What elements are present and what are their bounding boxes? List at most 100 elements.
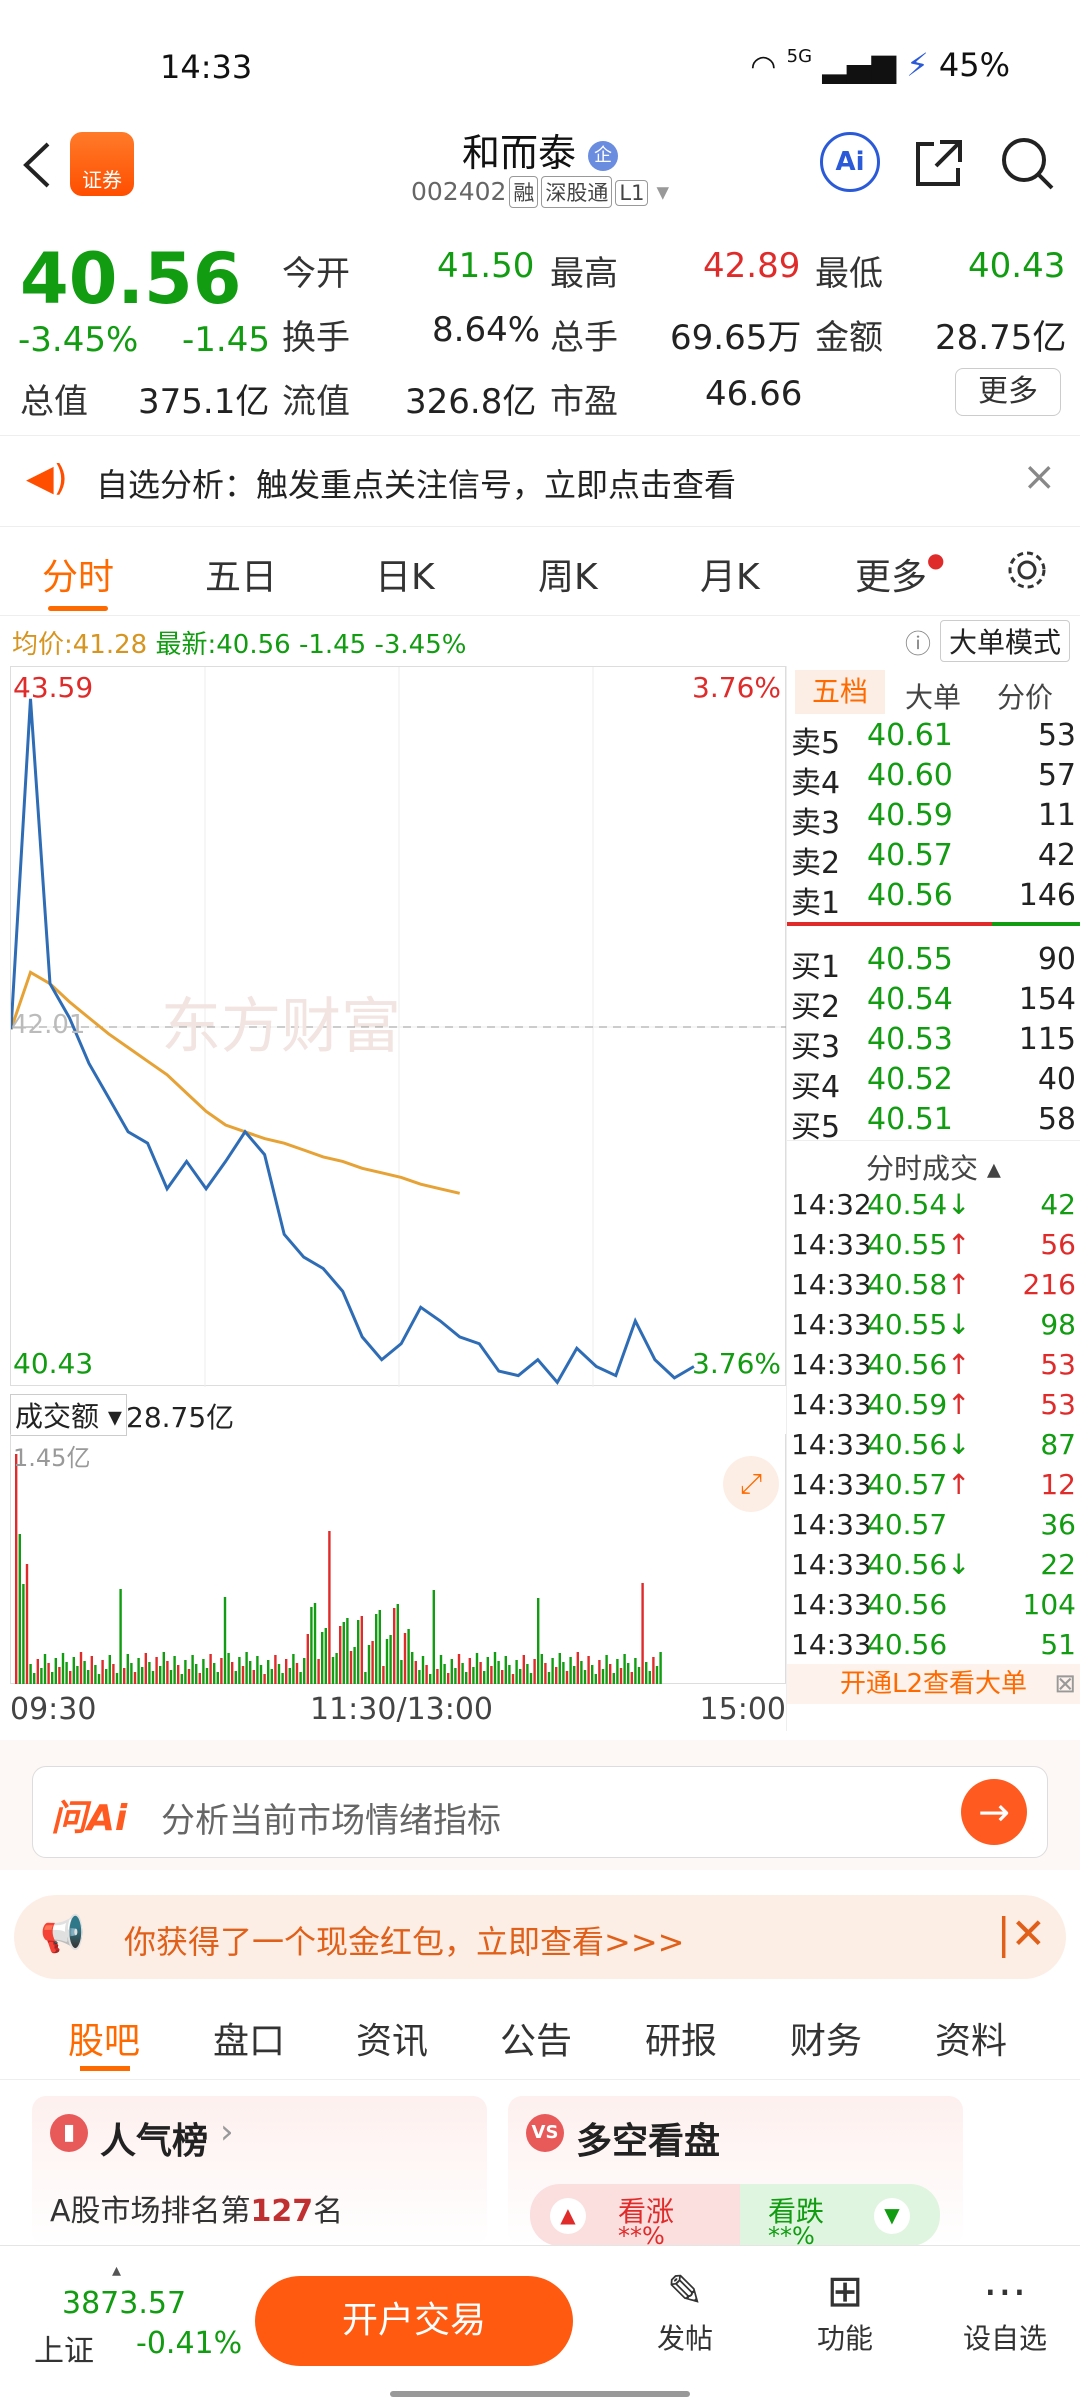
- trade-volume: 12: [1040, 1468, 1076, 1501]
- back-arrow-icon[interactable]: [18, 140, 58, 190]
- asks-row[interactable]: 卖3 40.59 11: [787, 796, 1080, 841]
- tab-announcements[interactable]: 公告: [500, 2021, 573, 2062]
- asks-row[interactable]: 卖4 40.60 57: [787, 756, 1080, 801]
- asks-level: 卖3: [791, 806, 841, 841]
- index-ticker[interactable]: ▴ 3873.57 上证 -0.41%: [20, 2260, 242, 2380]
- volume-bar: [126, 1654, 129, 1684]
- trade-volume: 87: [1040, 1428, 1076, 1461]
- asks-row[interactable]: 卖2 40.57 42: [787, 836, 1080, 881]
- signal-icon: ▂▄▆: [822, 46, 897, 84]
- bull-button[interactable]: ▲ 看涨 **%: [530, 2184, 740, 2250]
- long-short-card[interactable]: VS 多空看盘 ▲ 看涨 **% 看跌 **% ▼: [508, 2096, 963, 2250]
- volume-bar: [612, 1673, 615, 1684]
- asks-row[interactable]: 卖5 40.61 53: [787, 716, 1080, 761]
- volume-bar: [580, 1661, 583, 1684]
- volume-bar: [378, 1610, 381, 1684]
- trade-direction-icon: ↓: [947, 1188, 971, 1221]
- close-icon[interactable]: |✕: [996, 1909, 1046, 1958]
- l2-close-icon[interactable]: ⊠: [1054, 1669, 1076, 1699]
- nav-watchlist[interactable]: ⋯ 设自选: [945, 2266, 1065, 2357]
- tab-more[interactable]: 更多●: [855, 548, 944, 600]
- nav-functions[interactable]: ⊞ 功能: [785, 2266, 905, 2357]
- tab-intraday[interactable]: 分时: [42, 557, 115, 598]
- arrow-right-icon[interactable]: →: [961, 1779, 1027, 1845]
- more-button[interactable]: 更多: [955, 368, 1061, 416]
- help-icon[interactable]: ⓘ: [905, 630, 932, 660]
- bids-row[interactable]: 买2 40.54 154: [787, 980, 1080, 1025]
- index-name: 上证: [34, 2334, 94, 2369]
- expand-icon[interactable]: ⤢: [723, 1456, 779, 1512]
- nav-post[interactable]: ✎ 发帖: [625, 2266, 745, 2357]
- volume-chart[interactable]: 1.45亿 ⤢: [10, 1434, 786, 1684]
- time-noon: 11:30/13:00: [310, 1692, 494, 1727]
- volume-bar: [436, 1669, 439, 1684]
- home-indicator: [390, 2391, 690, 2397]
- last-price: 40.56: [20, 238, 242, 320]
- tab-profile[interactable]: 资料: [935, 2021, 1008, 2062]
- bids-row[interactable]: 买3 40.53 115: [787, 1020, 1080, 1065]
- bids-row[interactable]: 买1 40.55 90: [787, 940, 1080, 985]
- settings-gear-icon[interactable]: [1005, 548, 1049, 592]
- tab-daily-k[interactable]: 日K: [375, 557, 435, 598]
- bear-button[interactable]: 看跌 **% ▼: [740, 2184, 940, 2250]
- tab-five-levels[interactable]: 五档: [795, 670, 885, 714]
- tab-finance[interactable]: 财务: [790, 2021, 863, 2062]
- intraday-chart[interactable]: 东方财富 43.59 3.76% 42.01 40.43 3.76%: [9, 666, 787, 1387]
- asks-row[interactable]: 卖1 40.56 146: [787, 876, 1080, 921]
- book-tabs: 五档 大单 分价: [787, 670, 1080, 716]
- close-icon[interactable]: ×: [1022, 454, 1056, 500]
- trade-row: 14:33 40.55 ↓ 98: [787, 1304, 1080, 1344]
- tab-news[interactable]: 资讯: [356, 2021, 429, 2062]
- volume-bar: [565, 1671, 569, 1684]
- tab-price-dist[interactable]: 分价: [997, 681, 1054, 714]
- ask-ai-box[interactable]: 问Ai 分析当前市场情绪指标 →: [32, 1766, 1048, 1858]
- tab-forum[interactable]: 股吧: [68, 2021, 141, 2062]
- tab-active-indicator: [48, 606, 108, 611]
- open-label: 今开: [282, 254, 350, 294]
- asks-volume: 57: [1037, 758, 1076, 793]
- volume-bar: [87, 1670, 90, 1684]
- tab-order-panel[interactable]: 盘口: [213, 2021, 286, 2062]
- volume-bar: [220, 1658, 223, 1684]
- broker-logo[interactable]: 证券: [70, 132, 134, 196]
- big-order-mode-button[interactable]: 大单模式: [940, 620, 1071, 662]
- red-packet-banner[interactable]: 📢 你获得了一个现金红包，立即查看>>> |✕: [14, 1895, 1066, 1979]
- dropdown-icon[interactable]: ▾: [656, 177, 669, 206]
- volume-bar: [371, 1641, 374, 1684]
- tab-big-orders[interactable]: 大单: [905, 681, 962, 714]
- volume-bar: [202, 1659, 205, 1684]
- open-account-trade-button[interactable]: 开户交易: [255, 2276, 573, 2366]
- asks-price: 40.57: [867, 838, 953, 873]
- volume-bar: [133, 1672, 137, 1684]
- volume-bar: [641, 1583, 644, 1684]
- trades-title[interactable]: 分时成交 ▴: [787, 1140, 1080, 1185]
- l2-upsell[interactable]: 开通L2查看大单 ⊠: [787, 1664, 1080, 1704]
- price-chart-svg: 东方财富: [9, 667, 787, 1387]
- trade-volume: 22: [1040, 1548, 1076, 1581]
- trade-price: 40.56: [867, 1428, 948, 1461]
- tab-five-day[interactable]: 五日: [205, 557, 278, 598]
- tab-weekly-k[interactable]: 周K: [538, 557, 598, 598]
- search-icon[interactable]: [1000, 136, 1056, 192]
- trade-row: 14:33 40.57 ↑ 12: [787, 1464, 1080, 1504]
- volume-bar: [483, 1671, 486, 1684]
- volume-type-dropdown[interactable]: 成交额 ▾: [10, 1394, 127, 1436]
- analysis-banner[interactable]: ◀) 自选分析：触发重点关注信号，立即点击查看 ×: [0, 435, 1080, 527]
- nav-watchlist-label: 设自选: [962, 2322, 1047, 2355]
- volume-bar: [324, 1628, 327, 1684]
- asks-price: 40.61: [867, 718, 953, 753]
- volume-bar: [562, 1662, 565, 1684]
- tab-monthly-k[interactable]: 月K: [700, 557, 760, 598]
- bids-row[interactable]: 买4 40.52 40: [787, 1060, 1080, 1105]
- tab-research[interactable]: 研报: [645, 2021, 718, 2062]
- volume-bar: [90, 1656, 93, 1684]
- ai-button[interactable]: Ai: [820, 132, 880, 192]
- bids-row[interactable]: 买5 40.51 58: [787, 1100, 1080, 1145]
- bids-level: 买4: [791, 1070, 841, 1105]
- volume-bar: [213, 1663, 216, 1684]
- share-icon[interactable]: [912, 136, 966, 190]
- volume-bar: [529, 1673, 533, 1684]
- popularity-card[interactable]: ▮ 人气榜 › A股市场排名第127名: [32, 2096, 487, 2246]
- trade-time: 14:33: [791, 1548, 872, 1581]
- volume-bar: [522, 1655, 525, 1684]
